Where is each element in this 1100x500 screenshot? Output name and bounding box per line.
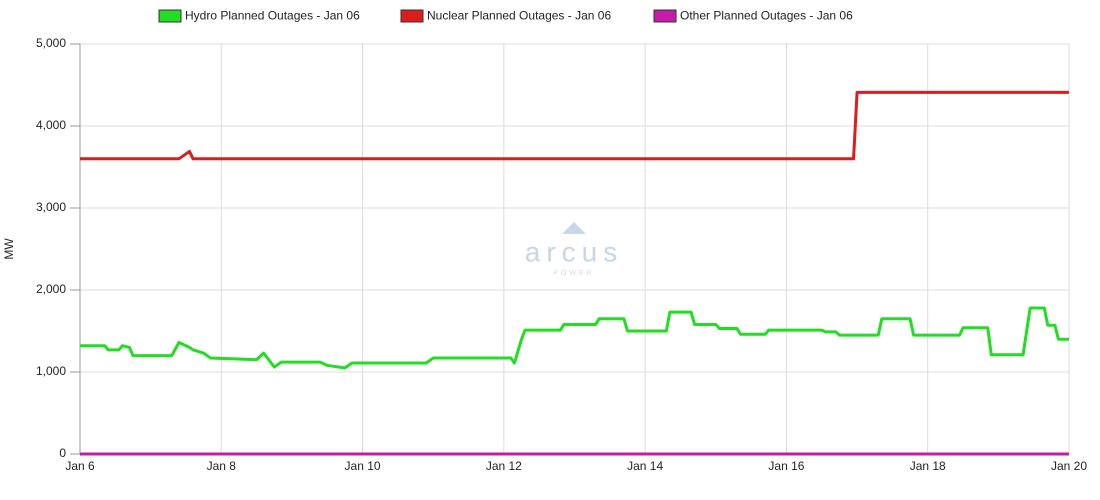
series-line bbox=[80, 90, 1069, 161]
x-tick-label: Jan 12 bbox=[486, 459, 522, 473]
watermark: arcus bbox=[525, 236, 623, 267]
y-tick-label: 1,000 bbox=[36, 364, 66, 378]
x-tick-label: Jan 10 bbox=[345, 459, 381, 473]
legend-swatch bbox=[400, 9, 424, 23]
x-tick-label: Jan 14 bbox=[627, 459, 663, 473]
legend-swatch bbox=[653, 9, 677, 23]
legend-label: Nuclear Planned Outages - Jan 06 bbox=[427, 9, 611, 23]
legend-swatch bbox=[158, 9, 182, 23]
y-axis-title: MW bbox=[2, 238, 16, 260]
y-tick-label: 5,000 bbox=[36, 36, 66, 50]
y-tick-label: 4,000 bbox=[36, 118, 66, 132]
watermark-sub: POWER bbox=[553, 270, 594, 277]
x-tick-label: Jan 20 bbox=[1051, 459, 1087, 473]
x-tick-label: Jan 16 bbox=[768, 459, 804, 473]
series-line bbox=[80, 306, 1069, 370]
legend-label: Hydro Planned Outages - Jan 06 bbox=[185, 9, 360, 23]
legend-label: Other Planned Outages - Jan 06 bbox=[680, 9, 853, 23]
x-tick-label: Jan 8 bbox=[207, 459, 237, 473]
y-tick-label: 0 bbox=[59, 446, 66, 460]
watermark-logo bbox=[562, 222, 586, 234]
x-tick-label: Jan 18 bbox=[910, 459, 946, 473]
x-tick-label: Jan 6 bbox=[65, 459, 95, 473]
y-tick-label: 3,000 bbox=[36, 200, 66, 214]
y-tick-label: 2,000 bbox=[36, 282, 66, 296]
